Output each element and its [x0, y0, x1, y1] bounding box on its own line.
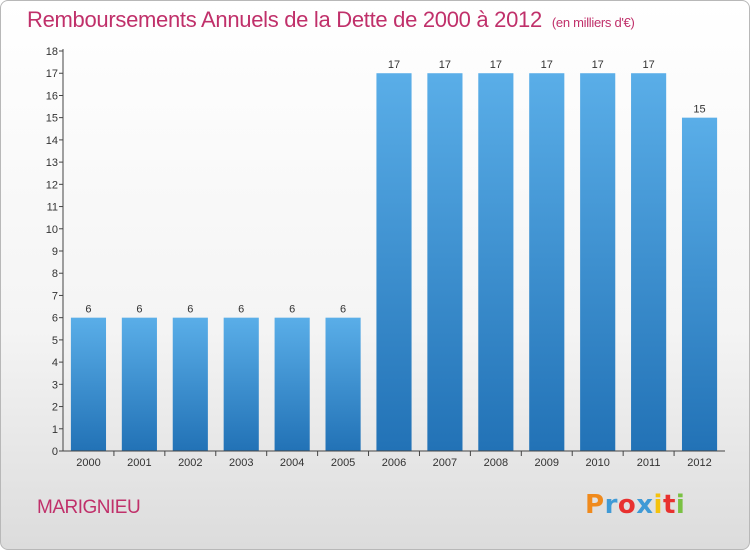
- bar-2003: [223, 317, 259, 451]
- bar-2006: [376, 73, 412, 451]
- x-tick-label-2001: 2001: [127, 457, 151, 469]
- bar-2009: [529, 73, 565, 451]
- unit-label: (en milliers d'€): [551, 15, 635, 30]
- bar-2000: [70, 317, 107, 451]
- bar-2004: [274, 317, 310, 451]
- x-tick-label-2009: 2009: [535, 457, 559, 469]
- x-tick-label-2002: 2002: [178, 457, 202, 469]
- y-tick-label: 14: [46, 135, 58, 147]
- bars-group: [70, 73, 718, 452]
- y-tick-label: 13: [46, 157, 58, 169]
- y-tick-label: 4: [52, 357, 58, 369]
- y-tick-label: 1: [52, 424, 58, 436]
- value-labels-group: 6 6 6 6 6 6 17 17 17 17 17 17 15: [85, 59, 705, 315]
- chart-title: Remboursements Annuels de la Dette de 20…: [27, 7, 635, 33]
- y-tick-label: 9: [52, 246, 58, 258]
- bar-2008: [478, 73, 514, 451]
- logo-letter: i: [653, 490, 663, 520]
- value-label-2012: 15: [693, 104, 705, 116]
- y-tick-label: 18: [46, 46, 58, 58]
- y-tick-label: 7: [52, 290, 58, 302]
- y-tick-label: 3: [52, 379, 58, 391]
- value-label-2006: 17: [388, 59, 400, 71]
- y-tick-label: 11: [47, 202, 58, 214]
- x-tick-label-2006: 2006: [382, 457, 406, 469]
- x-tick-label-2007: 2007: [433, 457, 457, 469]
- value-label-2003: 6: [238, 304, 244, 316]
- y-tick-label: 5: [52, 335, 58, 347]
- logo-letter: r: [604, 490, 618, 520]
- x-tick-label-2004: 2004: [280, 457, 304, 469]
- value-label-2005: 6: [340, 304, 346, 316]
- y-tick-label: 16: [46, 90, 58, 102]
- logo-letter: o: [617, 490, 637, 520]
- y-tick-label: 6: [52, 313, 58, 325]
- bar-2010: [580, 73, 616, 451]
- y-tick-label: 0: [52, 446, 58, 458]
- x-tick-label-2005: 2005: [331, 457, 355, 469]
- value-label-2009: 17: [541, 59, 553, 71]
- y-tick-label: 15: [46, 113, 58, 125]
- x-axis: 2000 2001 2002 2003 2004 2005 2006 2007 2008 2009…: [63, 450, 725, 469]
- bar-2002: [172, 317, 208, 451]
- logo-letter: x: [636, 490, 654, 520]
- value-label-2001: 6: [136, 304, 142, 316]
- x-tick-label-2010: 2010: [585, 457, 609, 469]
- y-tick-label: 8: [52, 268, 58, 280]
- value-label-2004: 6: [289, 304, 295, 316]
- proxiti-logo: Proxiti: [585, 490, 685, 520]
- bar-2001: [121, 317, 157, 451]
- value-label-2007: 17: [439, 59, 451, 71]
- location-name: MARIGNIEU: [37, 497, 141, 518]
- value-label-2011: 17: [642, 59, 654, 71]
- bar-2007: [427, 73, 463, 451]
- value-label-2008: 17: [490, 59, 502, 71]
- logo-letter: t: [662, 490, 676, 520]
- bar-2012: [681, 117, 718, 452]
- y-tick-label: 17: [46, 68, 58, 80]
- y-tick-label: 10: [46, 224, 58, 236]
- logo-letter: P: [585, 490, 605, 520]
- x-tick-label-2000: 2000: [76, 457, 100, 469]
- bar-2005: [325, 317, 361, 451]
- value-label-2002: 6: [187, 304, 193, 316]
- logo-letter: i: [675, 490, 686, 520]
- y-tick-label: 2: [52, 402, 58, 414]
- chart-title-text: Remboursements Annuels de la Dette de 20…: [27, 7, 542, 32]
- bar-2011: [631, 73, 667, 451]
- x-tick-label-2008: 2008: [484, 457, 508, 469]
- x-tick-label-2012: 2012: [687, 457, 711, 469]
- x-tick-label-2011: 2011: [637, 457, 661, 469]
- x-tick-label-2003: 2003: [229, 457, 253, 469]
- value-label-2010: 17: [592, 59, 604, 71]
- y-tick-label: 12: [46, 179, 58, 191]
- value-label-2000: 6: [85, 304, 91, 316]
